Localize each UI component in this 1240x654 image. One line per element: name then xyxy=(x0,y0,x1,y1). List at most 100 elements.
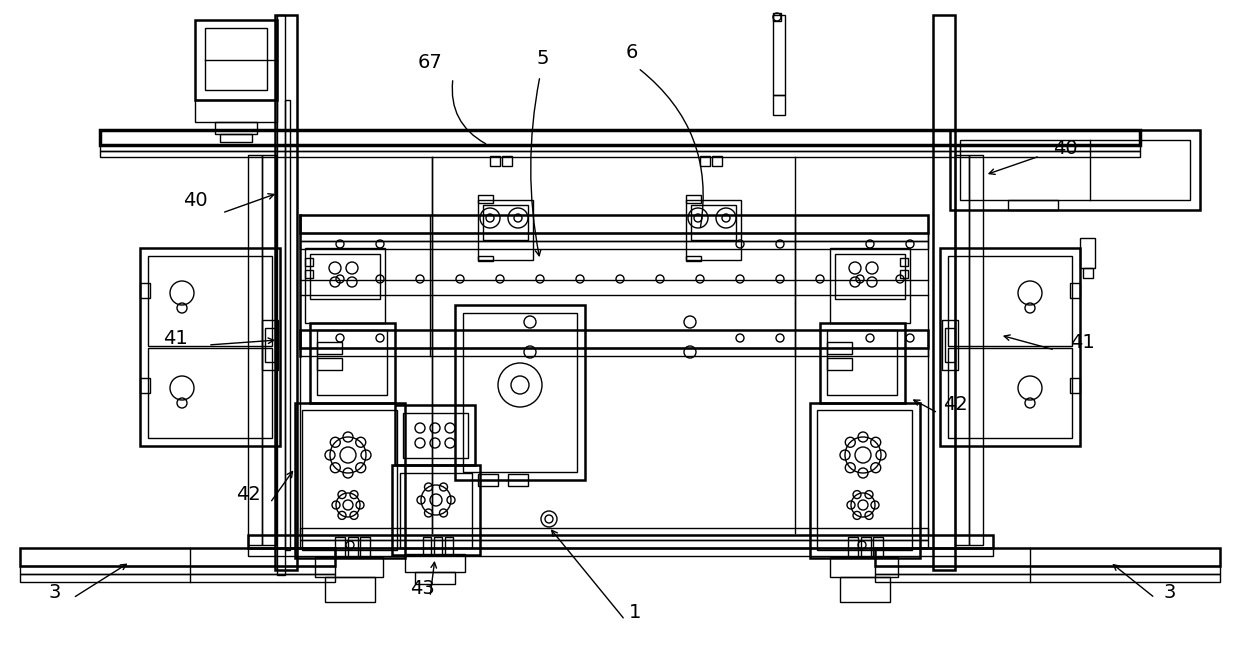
Bar xyxy=(335,537,345,557)
Bar xyxy=(773,15,785,95)
Bar xyxy=(396,405,475,465)
Bar xyxy=(490,156,500,166)
Bar xyxy=(277,15,285,575)
Bar xyxy=(315,557,383,577)
Bar xyxy=(348,537,358,557)
Text: 42: 42 xyxy=(942,396,967,415)
Bar xyxy=(455,305,585,480)
Bar xyxy=(940,248,1080,446)
Bar xyxy=(484,205,528,240)
Bar xyxy=(262,320,278,370)
Bar xyxy=(303,410,397,550)
Bar xyxy=(148,348,272,438)
Bar xyxy=(310,254,379,299)
Bar xyxy=(434,537,441,555)
Bar xyxy=(1070,283,1080,298)
Bar xyxy=(195,100,277,122)
Bar xyxy=(405,554,465,572)
Bar xyxy=(140,283,150,298)
Bar xyxy=(817,410,911,550)
Bar xyxy=(820,323,905,403)
Bar xyxy=(262,155,277,545)
Bar xyxy=(360,537,370,557)
Bar xyxy=(300,540,928,548)
Text: 3: 3 xyxy=(48,583,61,602)
Bar xyxy=(477,195,494,203)
Bar xyxy=(477,200,533,260)
Bar xyxy=(300,215,928,233)
Bar xyxy=(873,537,883,557)
Bar xyxy=(300,330,928,348)
Bar xyxy=(305,270,312,278)
Bar xyxy=(773,13,781,21)
Bar xyxy=(140,378,150,393)
Text: 41: 41 xyxy=(162,328,187,347)
Bar xyxy=(827,358,852,370)
Bar xyxy=(305,248,384,323)
Bar xyxy=(875,548,1220,566)
Bar xyxy=(686,256,701,261)
Bar xyxy=(1083,268,1092,278)
Bar xyxy=(205,28,267,90)
Bar xyxy=(248,548,993,556)
Bar xyxy=(401,473,472,548)
Bar xyxy=(949,348,1073,438)
Text: 40: 40 xyxy=(182,190,207,209)
Bar xyxy=(827,342,852,354)
Bar xyxy=(285,100,290,550)
Bar xyxy=(310,323,396,403)
Bar xyxy=(20,548,335,566)
Bar xyxy=(325,577,374,602)
Bar xyxy=(686,195,701,203)
Bar xyxy=(861,537,870,557)
Bar xyxy=(949,256,1073,346)
Bar xyxy=(20,574,335,582)
Bar xyxy=(900,270,908,278)
Bar xyxy=(300,528,928,540)
Bar xyxy=(248,535,993,548)
Bar xyxy=(502,156,512,166)
Bar xyxy=(265,328,275,362)
Bar xyxy=(477,474,498,486)
Bar xyxy=(701,156,711,166)
Bar xyxy=(830,248,910,323)
Bar xyxy=(477,256,494,261)
Bar xyxy=(215,122,257,134)
Bar xyxy=(100,130,1140,145)
Bar xyxy=(945,328,955,362)
Bar xyxy=(508,474,528,486)
Bar xyxy=(20,566,335,574)
Bar xyxy=(392,465,480,555)
Text: 5: 5 xyxy=(537,48,549,67)
Bar xyxy=(305,258,312,266)
Bar xyxy=(423,537,432,555)
Bar xyxy=(827,330,897,395)
Bar xyxy=(403,413,467,458)
Bar xyxy=(942,320,959,370)
Bar xyxy=(445,537,453,555)
Text: 3: 3 xyxy=(1164,583,1177,602)
Bar xyxy=(848,537,858,557)
Bar xyxy=(875,574,1220,582)
Bar xyxy=(300,348,928,356)
Bar xyxy=(810,403,920,558)
Bar xyxy=(275,15,298,570)
Text: 40: 40 xyxy=(1053,139,1078,158)
Text: 1: 1 xyxy=(629,602,641,621)
Bar xyxy=(839,577,890,602)
Bar xyxy=(835,254,905,299)
Bar xyxy=(1008,200,1058,210)
Bar xyxy=(463,313,577,472)
Bar xyxy=(932,15,955,570)
Bar xyxy=(317,342,342,354)
Bar xyxy=(100,151,1140,157)
Bar xyxy=(712,156,722,166)
Bar xyxy=(219,134,252,142)
Bar xyxy=(248,155,262,545)
Bar xyxy=(148,256,272,346)
Bar xyxy=(875,566,1220,574)
Bar xyxy=(100,145,1140,151)
Bar xyxy=(773,95,785,115)
Bar xyxy=(300,233,928,241)
Bar xyxy=(950,130,1200,210)
